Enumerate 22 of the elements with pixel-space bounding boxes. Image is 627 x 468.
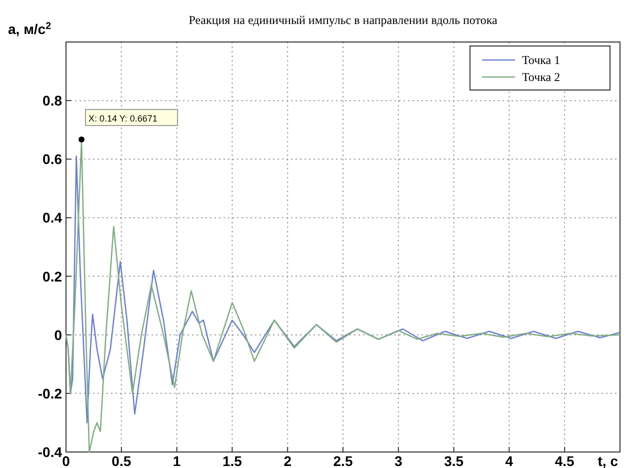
y-tick-label: -0.4 — [38, 444, 62, 460]
y-axis-title: a, м/с$^{2}$ — [8, 20, 52, 37]
x-axis-title: t, c — [598, 453, 618, 468]
annotation: X: 0.14 Y: 0.6671 — [88, 114, 158, 124]
legend-label: Точка 2 — [522, 70, 560, 84]
x-tick-label: 1.5 — [222, 453, 242, 468]
x-tick-label: 0.5 — [112, 453, 132, 468]
legend-label: Точка 1 — [522, 53, 560, 67]
chart-title: Реакция на единичный импульс в направлении вдоль потока — [188, 13, 498, 27]
y-tick-label: 0.2 — [42, 268, 62, 284]
y-tick-label: 0 — [54, 326, 62, 343]
y-tick-label: 0.8 — [42, 92, 62, 109]
x-tick-label: 2.5 — [333, 453, 353, 468]
x-tick-label: 4.5 — [554, 453, 575, 468]
x-tick-label: 2 — [284, 453, 292, 468]
x-tick-label: 4 — [505, 453, 514, 468]
x-tick-label: 3 — [394, 453, 402, 468]
x-tick-label: 1 — [172, 453, 181, 468]
y-tick-label: 0.6 — [42, 151, 62, 168]
x-tick-label: 3.5 — [444, 453, 464, 468]
y-tick-label: -0.2 — [38, 385, 62, 402]
y-tick-label: 0.4 — [42, 210, 62, 226]
